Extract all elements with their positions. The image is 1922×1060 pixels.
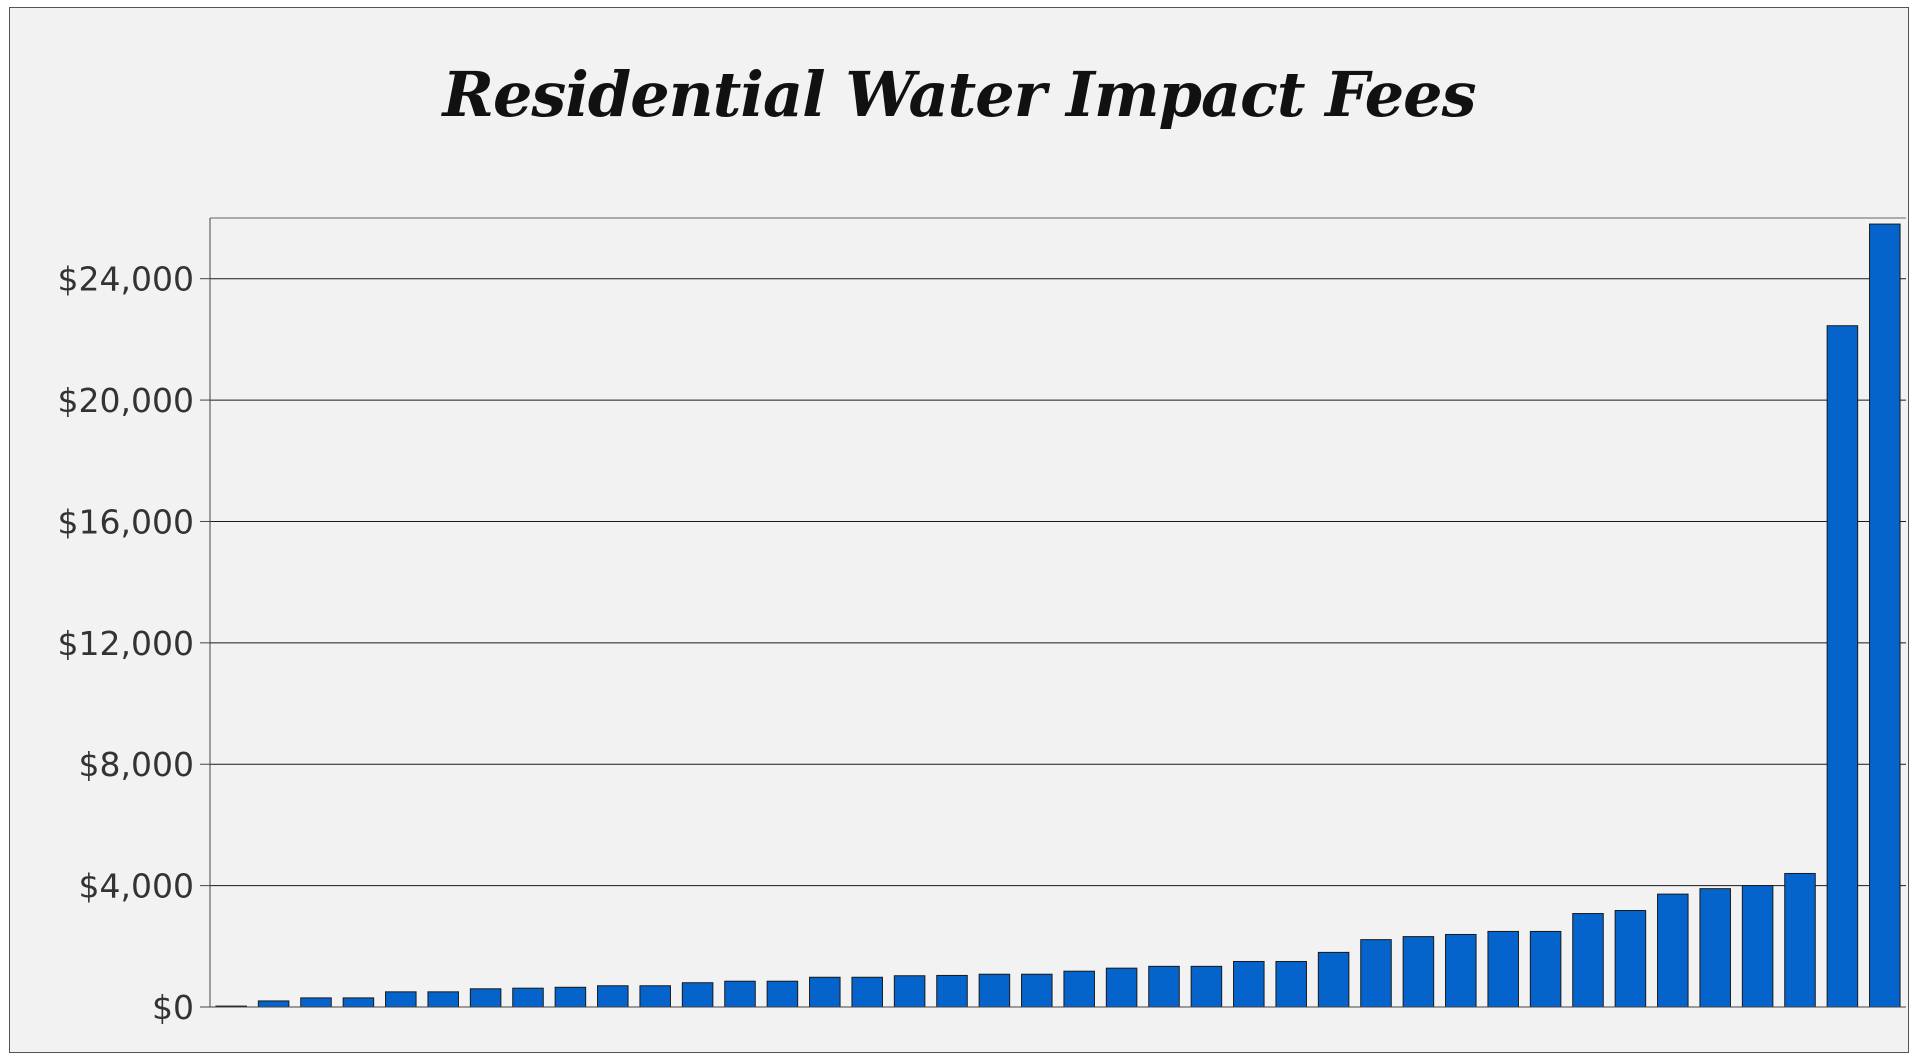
- bar: [300, 997, 332, 1008]
- bar: [1148, 965, 1180, 1008]
- bar: [257, 1000, 290, 1008]
- bar: [1105, 967, 1138, 1008]
- bar: [936, 974, 968, 1008]
- axes: [209, 217, 1906, 1008]
- y-tick-label: $8,000: [79, 745, 194, 784]
- bar: [1445, 933, 1477, 1008]
- bar: [385, 991, 417, 1008]
- bar: [1741, 885, 1774, 1008]
- bar: [1021, 973, 1053, 1008]
- bar: [1657, 893, 1689, 1008]
- y-axis-ticks: $0 $4,000 $8,000 $12,000 $16,000 $20,000 $24,0…: [58, 260, 210, 1027]
- bar: [1784, 872, 1816, 1008]
- bar: [681, 982, 714, 1008]
- bar: [978, 973, 1011, 1008]
- y-tick-label: $20,000: [58, 381, 194, 420]
- bar: [851, 976, 883, 1008]
- bar: [724, 980, 756, 1008]
- bar: [1233, 960, 1265, 1008]
- chart-title: Residential Water Impact Fees: [442, 58, 1476, 131]
- bar: [427, 991, 459, 1008]
- chart-frame: Residential Water Impact Fees $0 $4,000 $8…: [9, 7, 1909, 1053]
- bar: [1487, 930, 1519, 1008]
- bar: [1572, 913, 1604, 1008]
- y-tick-label: $0: [152, 988, 194, 1027]
- y-tick-label: $4,000: [79, 867, 194, 906]
- bar: [597, 985, 629, 1008]
- bar: [1699, 888, 1731, 1008]
- bar: [342, 997, 375, 1008]
- gridlines: [210, 278, 1906, 887]
- bar: [639, 985, 671, 1008]
- bars: [215, 223, 1901, 1008]
- y-tick-label: $16,000: [58, 502, 194, 541]
- bar: [1190, 965, 1223, 1008]
- bar: [809, 976, 841, 1008]
- bar: [766, 980, 799, 1008]
- bar: [893, 975, 926, 1008]
- bar: [1317, 951, 1350, 1008]
- bar: [1826, 325, 1859, 1008]
- bar: [1360, 939, 1392, 1008]
- bar: [1063, 970, 1095, 1008]
- bar: [469, 988, 502, 1008]
- bar: [1402, 936, 1435, 1008]
- bar-chart: $0 $4,000 $8,000 $12,000 $16,000 $20,000 $24,0…: [58, 217, 1906, 1027]
- bar: [1869, 223, 1901, 1008]
- y-tick-label: $24,000: [58, 260, 194, 299]
- bar: [1614, 909, 1647, 1008]
- bar: [512, 987, 544, 1008]
- bar: [554, 986, 587, 1008]
- y-tick-label: $12,000: [58, 624, 194, 663]
- bar: [1529, 930, 1562, 1008]
- bar: [1275, 960, 1307, 1008]
